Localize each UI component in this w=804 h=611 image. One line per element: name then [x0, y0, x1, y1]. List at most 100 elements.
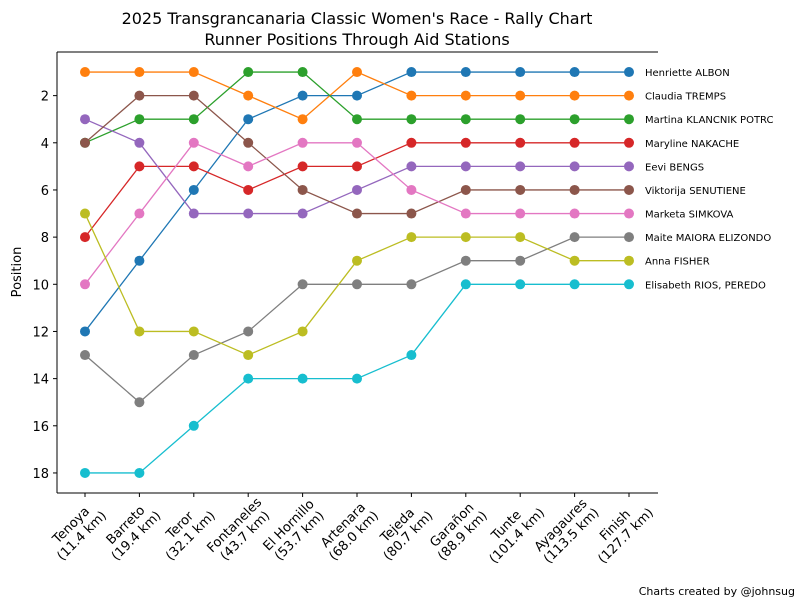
point [624, 114, 634, 125]
x-tick-label: Teror(32.1 km) [153, 498, 219, 564]
point [460, 255, 471, 266]
y-tick-label: 4 [41, 137, 49, 152]
point [569, 90, 580, 101]
y-tick-label: 2 [41, 90, 49, 105]
y-tick-label: 8 [41, 231, 49, 246]
point [352, 373, 362, 384]
point [352, 114, 362, 125]
legend-label: Henriette ALBON [645, 68, 730, 79]
point [188, 208, 199, 219]
point [188, 161, 199, 172]
x-tick-label: Fontaneles(43.7 km) [204, 495, 276, 567]
point [624, 208, 634, 219]
point [406, 208, 417, 219]
point [515, 208, 526, 219]
point [406, 184, 417, 195]
point [406, 137, 417, 148]
point [188, 184, 199, 195]
point [352, 255, 362, 266]
point [297, 114, 308, 125]
point [569, 255, 580, 266]
point [80, 114, 90, 125]
point [243, 184, 254, 195]
point [188, 90, 199, 101]
point [243, 137, 254, 148]
point [352, 161, 362, 172]
point [624, 232, 634, 243]
point [569, 114, 580, 125]
point [134, 161, 145, 172]
chart-subtitle: Runner Positions Through Aid Stations [204, 30, 509, 49]
point [188, 350, 199, 361]
point [80, 208, 90, 219]
point [80, 137, 90, 148]
legend-label: Elisabeth RIOS, PEREDO [645, 280, 766, 291]
point [297, 373, 308, 384]
point [134, 67, 145, 78]
point [297, 208, 308, 219]
point [406, 232, 417, 243]
point [460, 67, 471, 78]
x-tick-label: Barreto(19.4 km) [98, 498, 164, 564]
point [515, 67, 526, 78]
point [243, 208, 254, 219]
x-tick-label: Garañon(88.9 km) [425, 498, 491, 564]
point [515, 279, 526, 290]
point [515, 255, 526, 266]
point [406, 350, 417, 361]
point [460, 161, 471, 172]
point [406, 279, 417, 290]
x-tick-label: Artenara(68.0 km) [316, 498, 382, 564]
chart-title: 2025 Transgrancanaria Classic Women's Ra… [122, 9, 593, 28]
point [624, 90, 634, 101]
point [624, 161, 634, 172]
point [569, 184, 580, 195]
legend-label: Anna FISHER [645, 257, 710, 268]
point [134, 467, 145, 478]
legend-label: Viktorija SENUTIENE [645, 186, 746, 197]
point [80, 232, 90, 243]
point [460, 232, 471, 243]
point [569, 208, 580, 219]
point [569, 137, 580, 148]
point [297, 184, 308, 195]
y-tick-label: 14 [32, 373, 49, 388]
point [406, 114, 417, 125]
point [188, 67, 199, 78]
point [624, 279, 634, 290]
point [515, 184, 526, 195]
point [624, 255, 634, 266]
point [352, 67, 362, 78]
legend-label: Eevi BENGS [645, 162, 704, 173]
point [297, 161, 308, 172]
point [297, 326, 308, 337]
point [460, 114, 471, 125]
point [352, 208, 362, 219]
x-tick-label: Tenoya(11.4 km) [44, 498, 110, 564]
x-tick-label: Tunte(101.4 km) [476, 495, 548, 567]
legend-label: Maryline NAKACHE [645, 139, 739, 150]
legend-label: Maite MAIORA ELIZONDO [645, 233, 771, 244]
series-line [84, 94, 629, 215]
point [243, 326, 254, 337]
point [515, 90, 526, 101]
point [406, 161, 417, 172]
point [515, 161, 526, 172]
point [243, 373, 254, 384]
legend-label: Martina KLANCNIK POTRC [645, 115, 773, 126]
point [188, 137, 199, 148]
point [460, 90, 471, 101]
x-tick-label: Finish(127.7 km) [585, 495, 657, 567]
point [80, 350, 90, 361]
point [243, 114, 254, 125]
point [80, 279, 90, 290]
point [297, 90, 308, 101]
x-tick-label: El Hornillo(53.7 km) [261, 497, 329, 565]
point [297, 279, 308, 290]
point [80, 467, 90, 478]
point [297, 67, 308, 78]
y-tick-label: 16 [32, 420, 49, 435]
point [352, 137, 362, 148]
point [134, 137, 145, 148]
